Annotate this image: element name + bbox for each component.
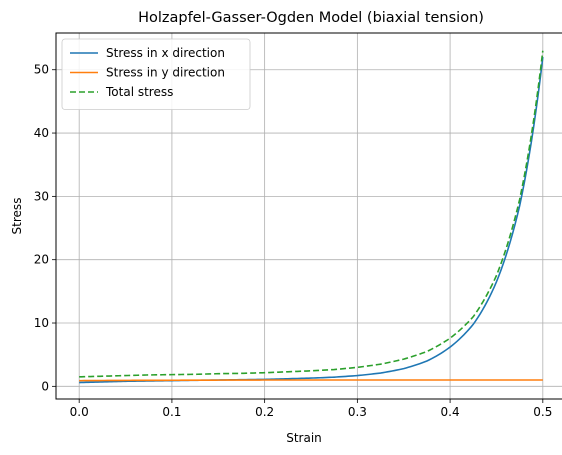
legend-box	[61, 38, 251, 110]
x-axis-label: Strain	[286, 431, 322, 445]
y-tick-label: 30	[34, 189, 49, 203]
x-tick-label: 0.1	[162, 405, 181, 419]
x-tick-label: 0.2	[255, 405, 274, 419]
y-axis-label: Stress	[10, 198, 24, 235]
chart-title: Holzapfel-Gasser-Ogden Model (biaxial te…	[138, 10, 484, 26]
x-tick-label: 0.5	[533, 405, 552, 419]
plot-area-frame	[55, 32, 562, 400]
y-tick-label: 20	[34, 253, 49, 267]
y-tick-label: 0	[41, 379, 49, 393]
series-layer	[79, 50, 544, 384]
legend-label: Stress in y direction	[106, 66, 225, 80]
y-tick-label: 50	[34, 63, 49, 77]
series-line-2	[79, 379, 543, 382]
y-tick-label: 40	[34, 126, 49, 140]
series-line-3	[79, 50, 544, 378]
ticks: 0.0 0.1 0.2 0.3 0.4 0.5 0 10 20 30 40 50	[34, 63, 553, 419]
x-tick-label: 0.4	[441, 405, 460, 419]
legend-label: Total stress	[105, 85, 173, 99]
legend-label: Stress in x direction	[106, 46, 225, 60]
legend: Stress in x direction Stress in y directi…	[61, 38, 251, 110]
y-tick-label: 10	[34, 316, 49, 330]
x-tick-label: 0.0	[70, 405, 89, 419]
x-tick-label: 0.3	[348, 405, 367, 419]
